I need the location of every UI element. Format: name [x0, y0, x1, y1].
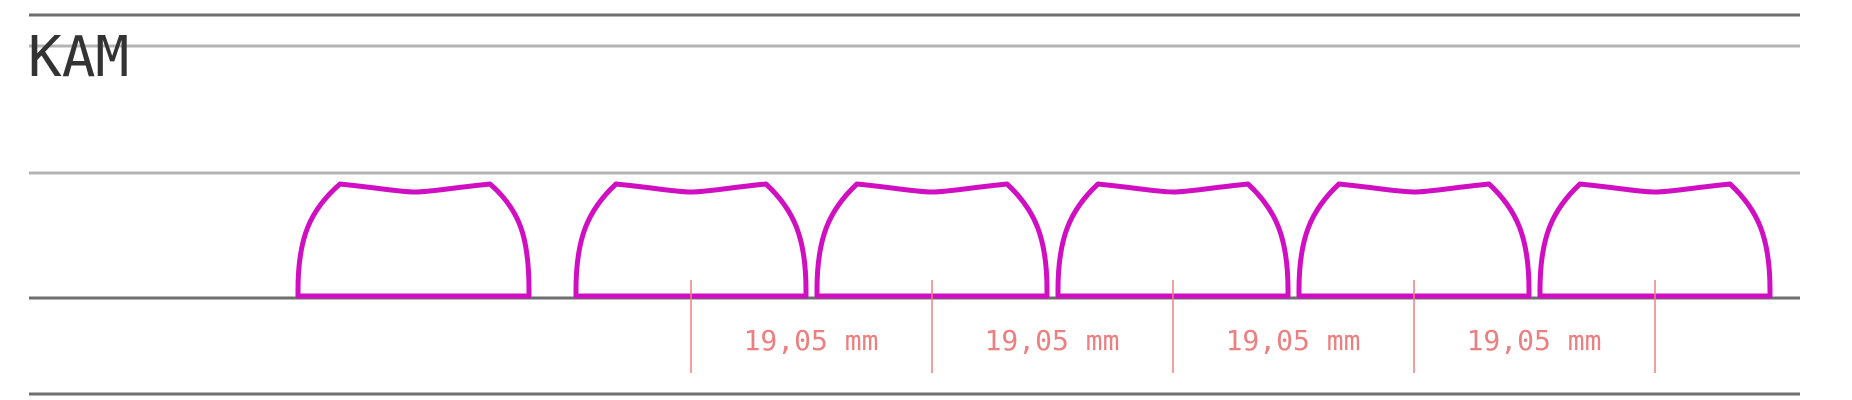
dimension-label: 19,05 mm [985, 324, 1120, 357]
dimension-label: 19,05 mm [1226, 324, 1361, 357]
dimension-label: 19,05 mm [744, 324, 879, 357]
keycap-outline [295, 181, 532, 299]
keycap-outline [814, 181, 1050, 299]
keycap-outline [1537, 181, 1773, 299]
keycap-row [295, 181, 1773, 299]
dimension-markers: 19,05 mm 19,05 mm 19,05 mm 19,05 mm [690, 280, 1656, 373]
dimension-label: 19,05 mm [1467, 324, 1602, 357]
keycap-outline [573, 181, 809, 299]
keycap-outline [1296, 181, 1532, 299]
profile-title: KAM [28, 25, 129, 90]
keycap-outline [1055, 181, 1291, 299]
